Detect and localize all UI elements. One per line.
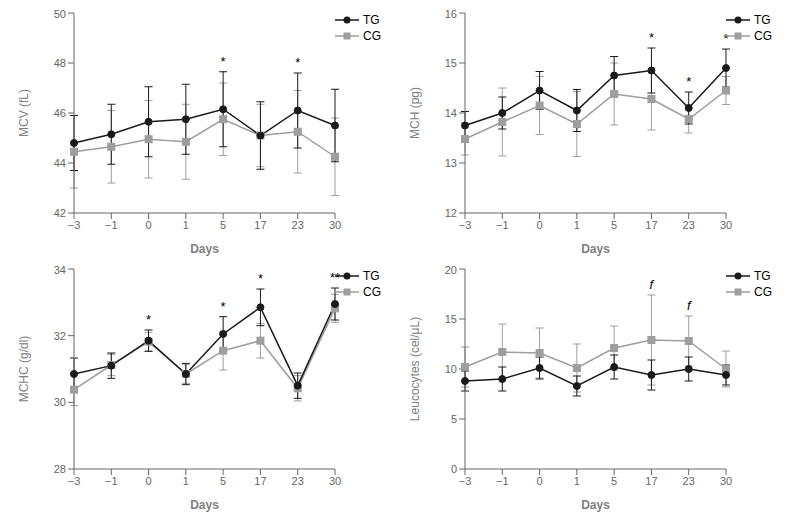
- svg-text:*: *: [723, 31, 728, 46]
- svg-text:*: *: [146, 312, 151, 327]
- svg-text:1: 1: [183, 475, 189, 487]
- svg-text:23: 23: [683, 219, 695, 231]
- svg-text:−1: −1: [105, 219, 118, 231]
- svg-text:32: 32: [54, 330, 66, 342]
- html-text:TG: TG: [363, 13, 380, 27]
- svg-text:Days: Days: [581, 498, 610, 512]
- svg-text:**: **: [330, 270, 340, 285]
- svg-text:0: 0: [146, 219, 152, 231]
- svg-text:30: 30: [720, 219, 732, 231]
- svg-text:Leucocytes (cel/μL): Leucocytes (cel/μL): [408, 317, 422, 421]
- svg-text:17: 17: [254, 475, 266, 487]
- svg-text:*: *: [295, 55, 300, 70]
- svg-text:*: *: [221, 299, 226, 314]
- svg-text:28: 28: [54, 463, 66, 475]
- svg-text:0: 0: [537, 219, 543, 231]
- svg-text:12: 12: [445, 207, 457, 219]
- svg-text:13: 13: [445, 157, 457, 169]
- html-text:TG: TG: [754, 13, 771, 27]
- svg-text:MCV (fL): MCV (fL): [17, 89, 31, 137]
- svg-text:30: 30: [54, 396, 66, 408]
- svg-text:15: 15: [445, 57, 457, 69]
- svg-text:42: 42: [54, 207, 66, 219]
- svg-text:−3: −3: [459, 475, 472, 487]
- svg-text:5: 5: [220, 475, 226, 487]
- svg-text:50: 50: [54, 8, 66, 20]
- svg-text:−3: −3: [459, 219, 472, 231]
- svg-text:Days: Days: [190, 242, 219, 256]
- svg-text:0: 0: [451, 463, 457, 475]
- svg-text:23: 23: [683, 475, 695, 487]
- html-text:CG: CG: [754, 285, 772, 299]
- svg-text:−1: −1: [105, 475, 118, 487]
- svg-text:−3: −3: [68, 475, 81, 487]
- svg-text:15: 15: [445, 313, 457, 325]
- html-text:CG: CG: [754, 29, 772, 43]
- svg-text:0: 0: [146, 475, 152, 487]
- svg-text:44: 44: [54, 157, 66, 169]
- svg-text:−1: −1: [496, 219, 509, 231]
- svg-text:0: 0: [537, 475, 543, 487]
- svg-text:5: 5: [451, 413, 457, 425]
- svg-text:5: 5: [611, 475, 617, 487]
- svg-text:17: 17: [254, 219, 266, 231]
- svg-text:14: 14: [445, 107, 457, 119]
- svg-text:48: 48: [54, 57, 66, 69]
- svg-text:f: f: [650, 277, 655, 292]
- svg-text:*: *: [649, 30, 654, 45]
- svg-text:f: f: [687, 298, 692, 313]
- html-text:CG: CG: [363, 29, 381, 43]
- svg-text:20: 20: [445, 264, 457, 276]
- svg-text:30: 30: [329, 475, 341, 487]
- svg-text:Days: Days: [190, 498, 219, 512]
- svg-text:30: 30: [720, 475, 732, 487]
- svg-text:5: 5: [220, 219, 226, 231]
- html-text:TG: TG: [754, 269, 771, 283]
- svg-text:1: 1: [574, 475, 580, 487]
- svg-text:34: 34: [54, 264, 66, 276]
- svg-text:Days: Days: [581, 242, 610, 256]
- svg-text:10: 10: [445, 363, 457, 375]
- svg-text:17: 17: [645, 219, 657, 231]
- svg-text:17: 17: [645, 475, 657, 487]
- svg-text:30: 30: [329, 219, 341, 231]
- svg-text:*: *: [221, 54, 226, 69]
- html-text:TG: TG: [363, 269, 380, 283]
- svg-text:1: 1: [574, 219, 580, 231]
- svg-text:16: 16: [445, 8, 457, 20]
- svg-text:−3: −3: [68, 219, 81, 231]
- svg-text:23: 23: [292, 219, 304, 231]
- svg-text:23: 23: [292, 475, 304, 487]
- svg-text:MCHC (g/dl): MCHC (g/dl): [17, 336, 31, 403]
- svg-text:46: 46: [54, 107, 66, 119]
- svg-text:1: 1: [183, 219, 189, 231]
- svg-text:5: 5: [611, 219, 617, 231]
- html-text:CG: CG: [363, 285, 381, 299]
- svg-text:MCH (pg): MCH (pg): [408, 87, 422, 139]
- svg-text:*: *: [258, 271, 263, 286]
- svg-text:−1: −1: [496, 475, 509, 487]
- svg-text:*: *: [686, 74, 691, 89]
